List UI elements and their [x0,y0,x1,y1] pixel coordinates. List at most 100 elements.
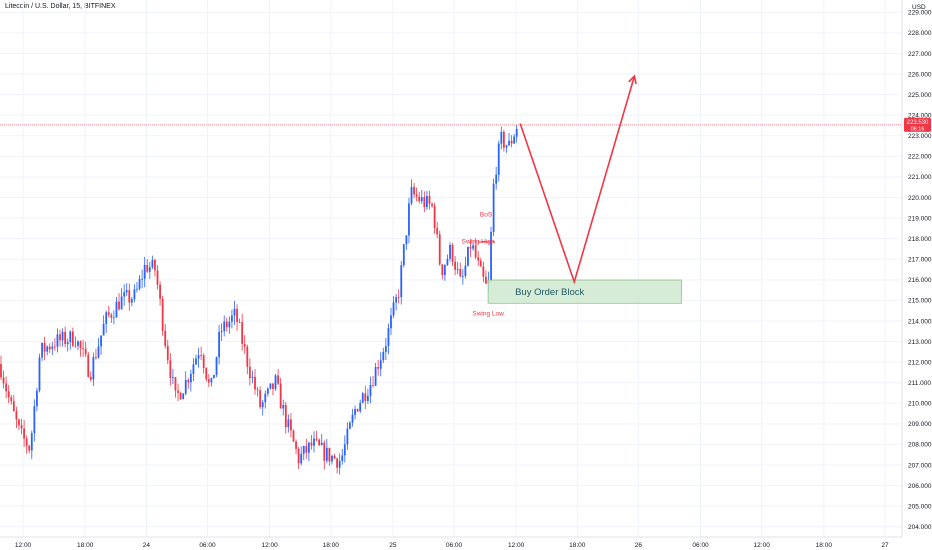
candle-body [51,346,54,350]
candle-body [500,131,503,144]
candle-body [305,446,308,453]
annotation-label: Swing Low [472,311,504,318]
price-tick-label: 215.000 [908,298,932,305]
candle-body [159,284,161,299]
candle-body [56,334,59,347]
candle-body [346,428,349,445]
candle-body [218,332,220,358]
candle-body [23,428,25,439]
candle-body [274,375,277,389]
projection-path[interactable] [519,75,636,285]
candle-body [395,297,398,303]
time-tick-label: 18:00 [323,542,340,549]
price-tick-label: 210.000 [908,401,932,408]
candle-body [112,317,115,319]
time-tick-label: 06:00 [446,542,463,549]
order-block-label: Buy Order Block [515,287,584,298]
time-tick-label: 06:00 [199,542,216,549]
price-badge-countdown: 06:16 [911,126,925,132]
candle-body [202,355,205,368]
candle-body [454,261,457,270]
candle-body [123,292,126,297]
price-tick-label: 214.000 [908,318,932,325]
candles [0,125,518,475]
candle-body [351,414,354,423]
candle-body [364,393,367,401]
candle-body [479,260,482,267]
candle-body [107,312,110,315]
candle-body [213,374,215,379]
candle-body [92,357,95,380]
grid [0,0,902,537]
candle-body [279,383,282,409]
candle-body [449,244,451,259]
candle-body [18,419,20,426]
candle-body [161,298,164,331]
candle-body [331,455,333,462]
time-tick-label: 12:00 [261,542,278,549]
candle-body [423,197,426,208]
candle-body [410,187,413,204]
candle-body [318,439,321,446]
candle-body [7,391,10,398]
candle-body [169,360,172,378]
candle-body [46,346,49,352]
candle-body [436,227,439,235]
candle-body [508,140,510,146]
candle-body [66,342,69,345]
candle-body [28,445,31,451]
candle-body [59,334,61,341]
candle-body [148,267,151,272]
candle-body [12,401,15,412]
candle-body [184,379,187,394]
candle-body [236,308,238,322]
candle-body [254,377,256,390]
candle-body [325,447,328,461]
candle-body [302,446,305,454]
candle-body [20,425,23,429]
candle-body [187,379,190,383]
candle-body [48,346,51,350]
candle-body [2,377,5,384]
candle-body [120,296,123,310]
price-tick-label: 221.000 [908,174,932,181]
candle-body [397,297,400,298]
candle-body [251,377,254,379]
buy-order-block[interactable]: Buy Order Block [487,279,682,304]
candle-body [177,390,179,393]
candle-body [336,458,339,468]
time-tick-label: 27 [881,542,889,549]
candle-body [220,331,223,333]
candle-body [71,331,74,346]
order-block-zone[interactable] [487,279,682,304]
candle-body [25,438,28,446]
candle-body [446,258,449,266]
price-tick-label: 212.000 [908,359,932,366]
candle-body [225,321,228,328]
candle-body [343,444,346,456]
candle-body [290,419,292,431]
candle-body [143,264,146,279]
candle-body [315,438,318,440]
candle-body [472,245,474,249]
candle-body [418,196,421,202]
candle-body [141,278,144,280]
candle-body [382,351,385,361]
time-tick-label: 12:00 [508,542,525,549]
candle-body [359,402,362,412]
candle-body [492,183,495,232]
candle-body [95,357,97,358]
price-tick-label: 209.000 [908,421,932,428]
candle-body [405,235,408,245]
candle-body [320,442,323,446]
candle-body [323,442,326,461]
candle-body [292,430,295,442]
candle-body [241,322,244,344]
candle-body [502,131,505,148]
candle-body [451,244,454,262]
candle-body [79,341,82,349]
candle-body [515,129,518,137]
price-badge-bg [904,117,931,132]
candle-body [374,366,377,386]
